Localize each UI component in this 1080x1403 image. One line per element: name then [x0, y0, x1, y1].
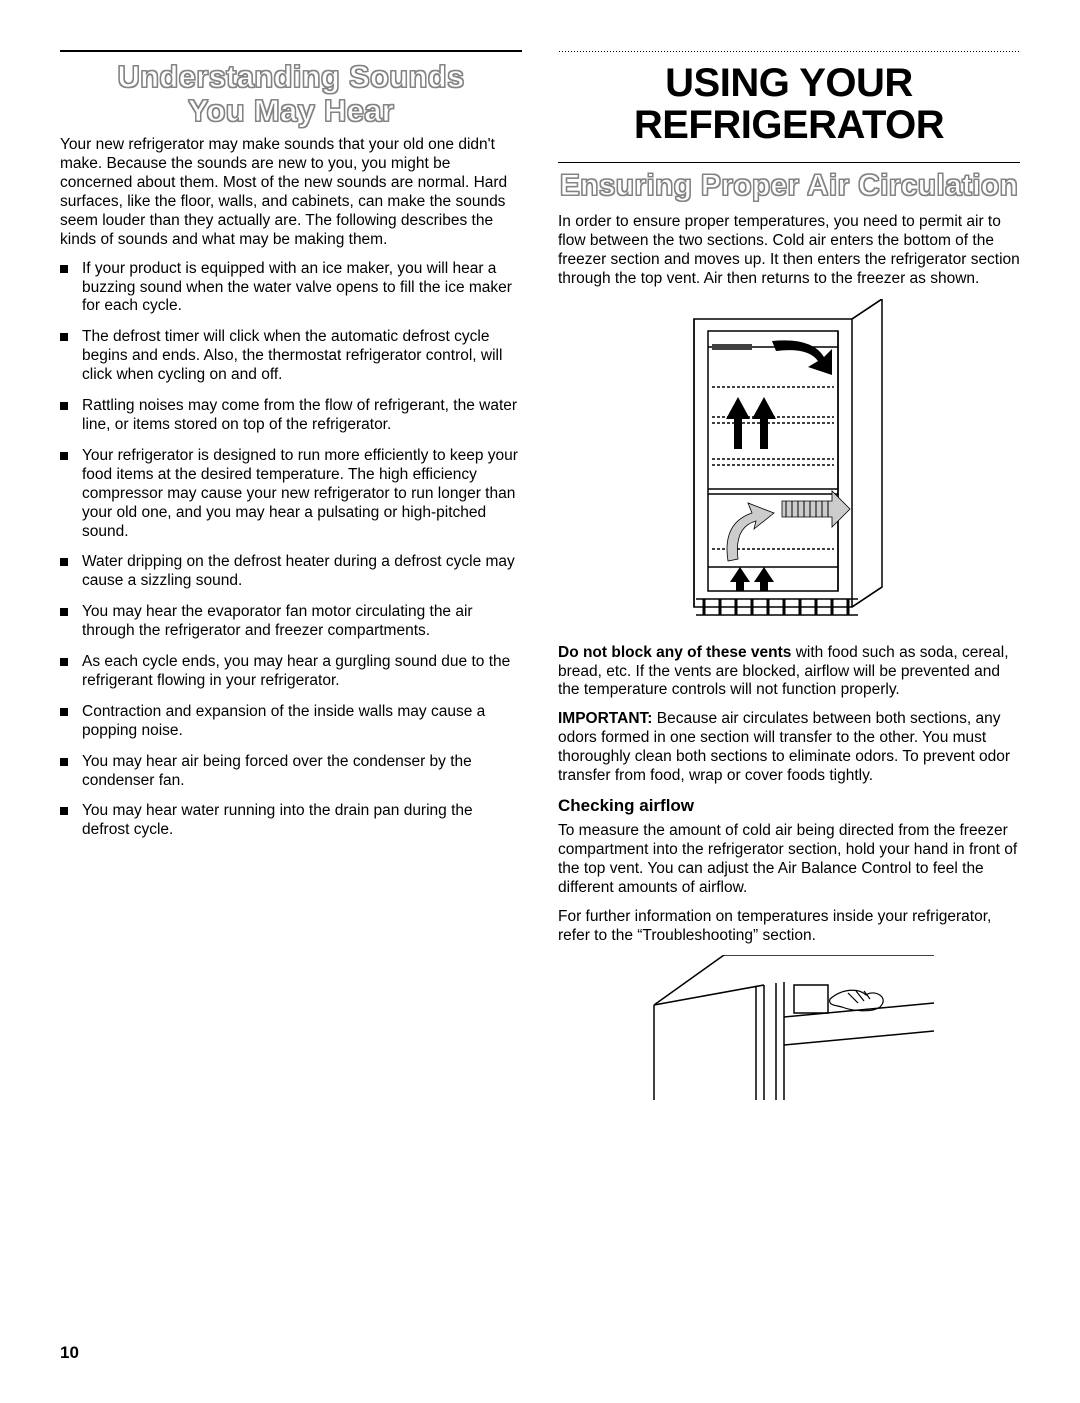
checking-airflow-p2: For further information on temperatures …	[558, 908, 1020, 946]
important-bold: IMPORTANT:	[558, 710, 652, 727]
page-number: 10	[60, 1343, 79, 1363]
heading-sounds: Understanding Sounds You May Hear	[60, 60, 522, 128]
right-column: USING YOUR REFRIGERATOR Ensuring Proper …	[558, 50, 1020, 1115]
list-item: Water dripping on the defrost heater dur…	[60, 553, 522, 591]
rule-dotted-right	[558, 50, 1020, 52]
list-item: The defrost timer will click when the au…	[60, 328, 522, 385]
important-note: IMPORTANT: Because air circulates betwee…	[558, 710, 1020, 786]
heading-sounds-line1: Understanding Sounds	[118, 59, 465, 94]
sounds-bullet-list: If your product is equipped with an ice …	[60, 260, 522, 841]
refrigerator-airflow-svg	[682, 299, 897, 629]
sounds-intro: Your new refrigerator may make sounds th…	[60, 136, 522, 249]
air-intro: In order to ensure proper temperatures, …	[558, 213, 1020, 289]
checking-airflow-p1: To measure the amount of cold air being …	[558, 822, 1020, 898]
vent-warning-bold: Do not block any of these vents	[558, 644, 791, 661]
airflow-diagram	[558, 299, 1020, 634]
hand-vent-svg	[644, 955, 934, 1100]
vent-warning: Do not block any of these vents with foo…	[558, 644, 1020, 701]
list-item: As each cycle ends, you may hear a gurgl…	[60, 653, 522, 691]
checking-airflow-heading: Checking airflow	[558, 796, 1020, 816]
list-item: Contraction and expansion of the inside …	[60, 703, 522, 741]
hand-vent-diagram	[558, 955, 1020, 1105]
list-item: Rattling noises may come from the flow o…	[60, 397, 522, 435]
list-item: Your refrigerator is designed to run mor…	[60, 447, 522, 542]
heading-sounds-line2: You May Hear	[188, 93, 394, 128]
rule-sep-right	[558, 162, 1020, 163]
heading-using-your-refrigerator: USING YOUR REFRIGERATOR	[558, 62, 1020, 146]
list-item: You may hear air being forced over the c…	[60, 753, 522, 791]
left-column: Understanding Sounds You May Hear Your n…	[60, 50, 522, 1115]
list-item: You may hear the evaporator fan motor ci…	[60, 603, 522, 641]
list-item: You may hear water running into the drai…	[60, 802, 522, 840]
rule-top-left	[60, 50, 522, 52]
heading-air-circulation: Ensuring Proper Air Circulation	[558, 169, 1020, 203]
heading-main-line2: REFRIGERATOR	[634, 103, 944, 147]
list-item: If your product is equipped with an ice …	[60, 260, 522, 317]
heading-main-line1: USING YOUR	[665, 61, 913, 105]
